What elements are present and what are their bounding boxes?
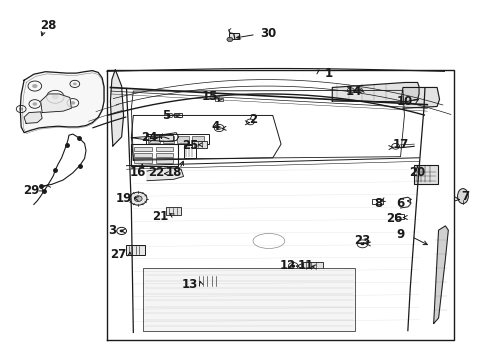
- Circle shape: [32, 84, 38, 88]
- Text: 9: 9: [396, 228, 404, 241]
- Polygon shape: [401, 87, 439, 108]
- Text: 21: 21: [152, 210, 168, 223]
- Bar: [134, 147, 152, 151]
- Text: 13: 13: [182, 278, 198, 291]
- Polygon shape: [20, 71, 104, 133]
- Bar: [303, 262, 323, 270]
- Bar: [371, 199, 382, 204]
- Bar: [228, 33, 238, 39]
- Text: 22: 22: [147, 166, 163, 179]
- Text: 19: 19: [115, 192, 131, 205]
- Text: 18: 18: [165, 166, 182, 179]
- Bar: [146, 134, 209, 144]
- Bar: [126, 244, 145, 255]
- Text: 12: 12: [279, 259, 295, 272]
- Bar: [159, 135, 172, 141]
- Circle shape: [291, 265, 295, 267]
- Polygon shape: [331, 82, 418, 102]
- Circle shape: [120, 229, 123, 232]
- Bar: [156, 147, 173, 151]
- Bar: [156, 153, 173, 157]
- Bar: [162, 136, 174, 143]
- Text: 10: 10: [395, 95, 412, 108]
- Polygon shape: [41, 94, 71, 113]
- Circle shape: [360, 242, 364, 245]
- Circle shape: [73, 82, 77, 85]
- Bar: [156, 158, 173, 163]
- Bar: [134, 158, 152, 163]
- Text: 7: 7: [460, 190, 468, 203]
- Bar: [394, 215, 404, 220]
- Text: 14: 14: [346, 85, 362, 98]
- Bar: [215, 98, 222, 101]
- Text: 5: 5: [162, 109, 170, 122]
- Text: 20: 20: [408, 166, 425, 179]
- Circle shape: [52, 94, 59, 99]
- Polygon shape: [147, 167, 183, 181]
- Text: 8: 8: [374, 197, 382, 210]
- Bar: [183, 145, 195, 158]
- Bar: [143, 268, 354, 330]
- Polygon shape: [110, 69, 123, 146]
- Text: 24: 24: [141, 131, 157, 144]
- Bar: [177, 136, 188, 143]
- Text: 30: 30: [259, 27, 275, 40]
- Circle shape: [70, 101, 75, 105]
- Bar: [173, 113, 181, 117]
- Circle shape: [134, 196, 142, 202]
- Text: 4: 4: [211, 120, 219, 133]
- Bar: [195, 275, 224, 287]
- Text: 3: 3: [107, 224, 116, 238]
- Polygon shape: [433, 226, 447, 323]
- Bar: [131, 144, 177, 166]
- Bar: [413, 165, 437, 184]
- Text: 23: 23: [354, 234, 370, 247]
- Text: 28: 28: [40, 19, 57, 32]
- Text: 29: 29: [23, 184, 39, 197]
- Text: 11: 11: [297, 259, 313, 272]
- Ellipse shape: [457, 189, 468, 204]
- Circle shape: [226, 37, 232, 41]
- Text: 6: 6: [396, 197, 404, 210]
- Text: 16: 16: [130, 166, 146, 179]
- Polygon shape: [24, 112, 42, 123]
- Text: 26: 26: [386, 212, 402, 225]
- Text: 1: 1: [324, 67, 332, 80]
- Bar: [166, 207, 181, 215]
- Circle shape: [19, 108, 23, 111]
- Text: 2: 2: [249, 113, 257, 126]
- Text: 27: 27: [110, 248, 126, 261]
- Circle shape: [129, 192, 147, 205]
- Text: 25: 25: [182, 139, 198, 152]
- Bar: [191, 140, 207, 148]
- Bar: [148, 136, 159, 143]
- Bar: [134, 153, 152, 157]
- Circle shape: [32, 102, 37, 106]
- Text: 15: 15: [202, 90, 218, 103]
- Bar: [191, 136, 203, 143]
- Text: 17: 17: [391, 138, 408, 151]
